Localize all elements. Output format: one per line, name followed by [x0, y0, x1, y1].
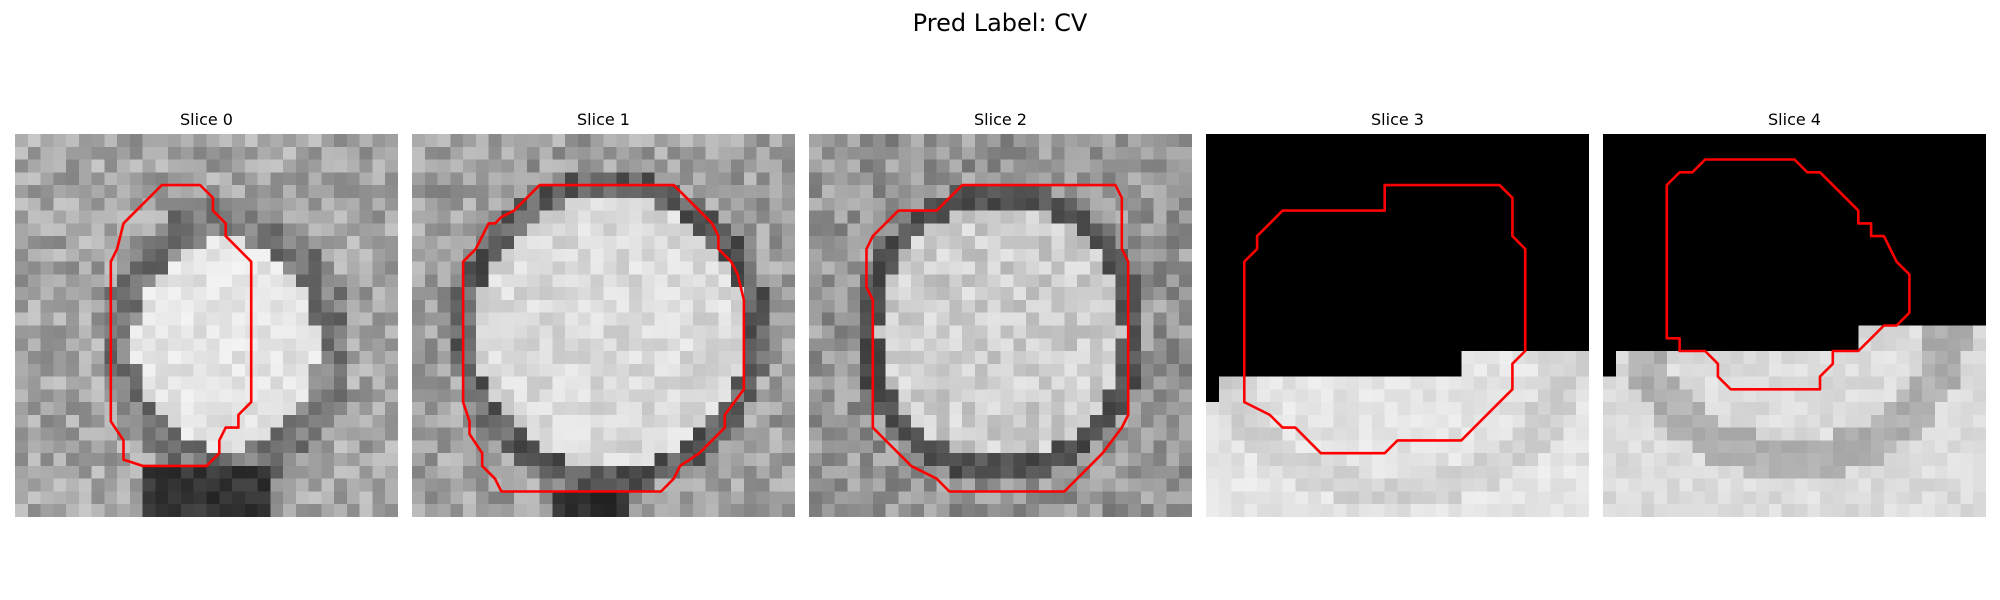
- slice-image: [1603, 134, 1986, 517]
- slice-panel-2: Slice 2: [809, 110, 1192, 517]
- pixel-grid: [809, 134, 1192, 517]
- slice-image: [412, 134, 795, 517]
- segmentation-contour: [461, 183, 746, 493]
- pixel-grid: [1603, 134, 1986, 517]
- slice-title: Slice 2: [974, 110, 1027, 129]
- slice-title: Slice 0: [180, 110, 233, 129]
- pixel-grid: [1206, 134, 1589, 517]
- slice-panel-3: Slice 3: [1206, 110, 1589, 517]
- segmentation-contour: [865, 183, 1130, 493]
- slice-panel-1: Slice 1: [412, 110, 795, 517]
- slice-image: [15, 134, 398, 517]
- segmentation-contour: [1665, 158, 1911, 391]
- slice-image: [809, 134, 1192, 517]
- slice-panel-0: Slice 0: [15, 110, 398, 517]
- slice-title: Slice 3: [1371, 110, 1424, 129]
- segmentation-contour: [1242, 183, 1527, 455]
- figure-title: Pred Label: CV: [912, 9, 1088, 37]
- slice-title: Slice 1: [577, 110, 630, 129]
- pixel-grid: [412, 134, 795, 517]
- slice-panel-4: Slice 4: [1603, 110, 1986, 517]
- slice-title: Slice 4: [1768, 110, 1821, 129]
- segmentation-contour: [109, 183, 253, 468]
- slice-image: [1206, 134, 1589, 517]
